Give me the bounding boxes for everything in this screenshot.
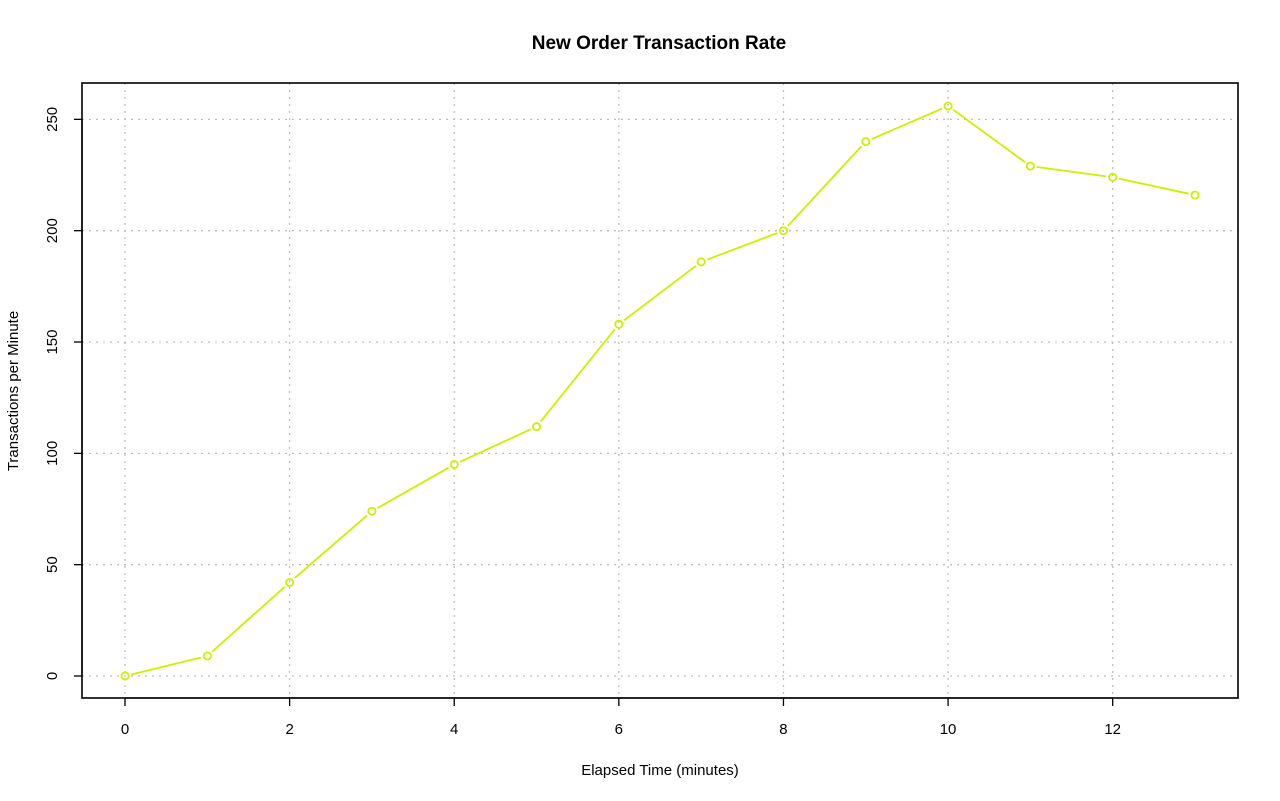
series-line-segment — [1036, 166, 1107, 178]
x-tick-label: 6 — [615, 721, 623, 738]
y-tick-label: 0 — [44, 672, 61, 680]
y-tick-label: 200 — [44, 218, 61, 243]
series-line-segment — [377, 466, 450, 509]
plot-frame — [81, 82, 1239, 699]
x-axis: 0 2 4 6 8 10 12 — [121, 697, 1121, 738]
series-line-group — [120, 101, 1200, 681]
data-point — [1108, 172, 1118, 182]
series-line-segment — [787, 145, 863, 227]
y-axis: 0 50 100 150 200 250 — [44, 107, 83, 680]
series-line-segment — [1118, 177, 1189, 195]
grid — [82, 83, 1238, 698]
chart-title: New Order Transaction Rate — [532, 33, 786, 54]
y-tick-label: 150 — [44, 330, 61, 355]
y-tick-label: 50 — [44, 556, 61, 573]
y-tick-label: 250 — [44, 107, 61, 132]
series-line-segment — [952, 109, 1026, 164]
x-tick-label: 12 — [1104, 721, 1121, 738]
data-point — [532, 422, 542, 432]
data-point — [614, 319, 624, 329]
series-line-segment — [706, 232, 778, 261]
data-point — [449, 459, 459, 469]
series-line-segment — [211, 586, 286, 653]
y-tick-label: 100 — [44, 441, 61, 466]
x-tick-label: 0 — [121, 721, 129, 738]
data-point — [202, 651, 212, 661]
x-axis-label: Elapsed Time (minutes) — [581, 762, 739, 779]
data-point — [778, 226, 788, 236]
data-point — [285, 577, 295, 587]
x-tick-label: 10 — [940, 721, 957, 738]
series-line-segment — [293, 514, 368, 579]
data-point — [943, 101, 953, 111]
series-line-segment — [459, 428, 532, 463]
series-line-segment — [131, 656, 202, 676]
x-tick-label: 8 — [779, 721, 787, 738]
series-line-segment — [871, 107, 943, 140]
series-line-segment — [623, 265, 697, 321]
data-point — [367, 506, 377, 516]
data-point — [1190, 190, 1200, 200]
data-point — [861, 137, 871, 147]
data-point — [696, 257, 706, 267]
x-tick-label: 4 — [450, 721, 458, 738]
y-axis-label: Transactions per Minute — [5, 311, 22, 471]
data-point — [1025, 161, 1035, 171]
data-point — [120, 671, 130, 681]
series-line-segment — [539, 328, 616, 423]
series-layer — [120, 101, 1200, 681]
x-tick-label: 2 — [285, 721, 293, 738]
